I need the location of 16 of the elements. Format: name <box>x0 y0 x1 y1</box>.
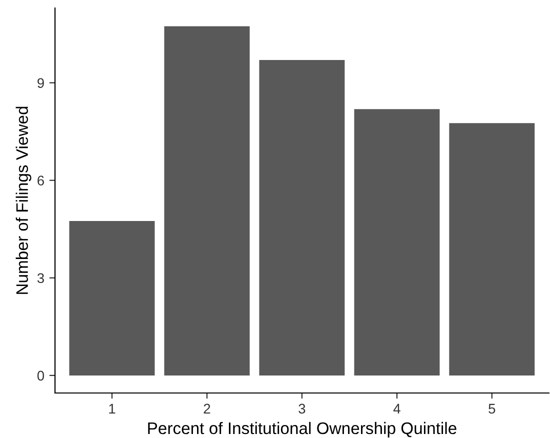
y-tick-label: 3 <box>37 273 44 284</box>
x-axis-title: Percent of Institutional Ownership Quintile <box>148 422 456 438</box>
x-tick-label: 1 <box>109 404 116 414</box>
y-tick-label: 0 <box>37 370 44 381</box>
bar <box>354 109 440 376</box>
x-tick-label: 4 <box>393 404 400 414</box>
x-tick-label: 3 <box>298 404 306 414</box>
y-axis-title: Number of Filings Viewed <box>16 106 32 294</box>
bar <box>164 26 250 376</box>
x-tick-label: 2 <box>204 404 210 414</box>
bar <box>449 123 535 376</box>
bar <box>259 60 345 376</box>
y-tick-label: 6 <box>38 176 44 186</box>
bar <box>69 220 155 376</box>
x-tick-label: 5 <box>488 404 496 414</box>
y-tick-label: 9 <box>38 78 44 88</box>
